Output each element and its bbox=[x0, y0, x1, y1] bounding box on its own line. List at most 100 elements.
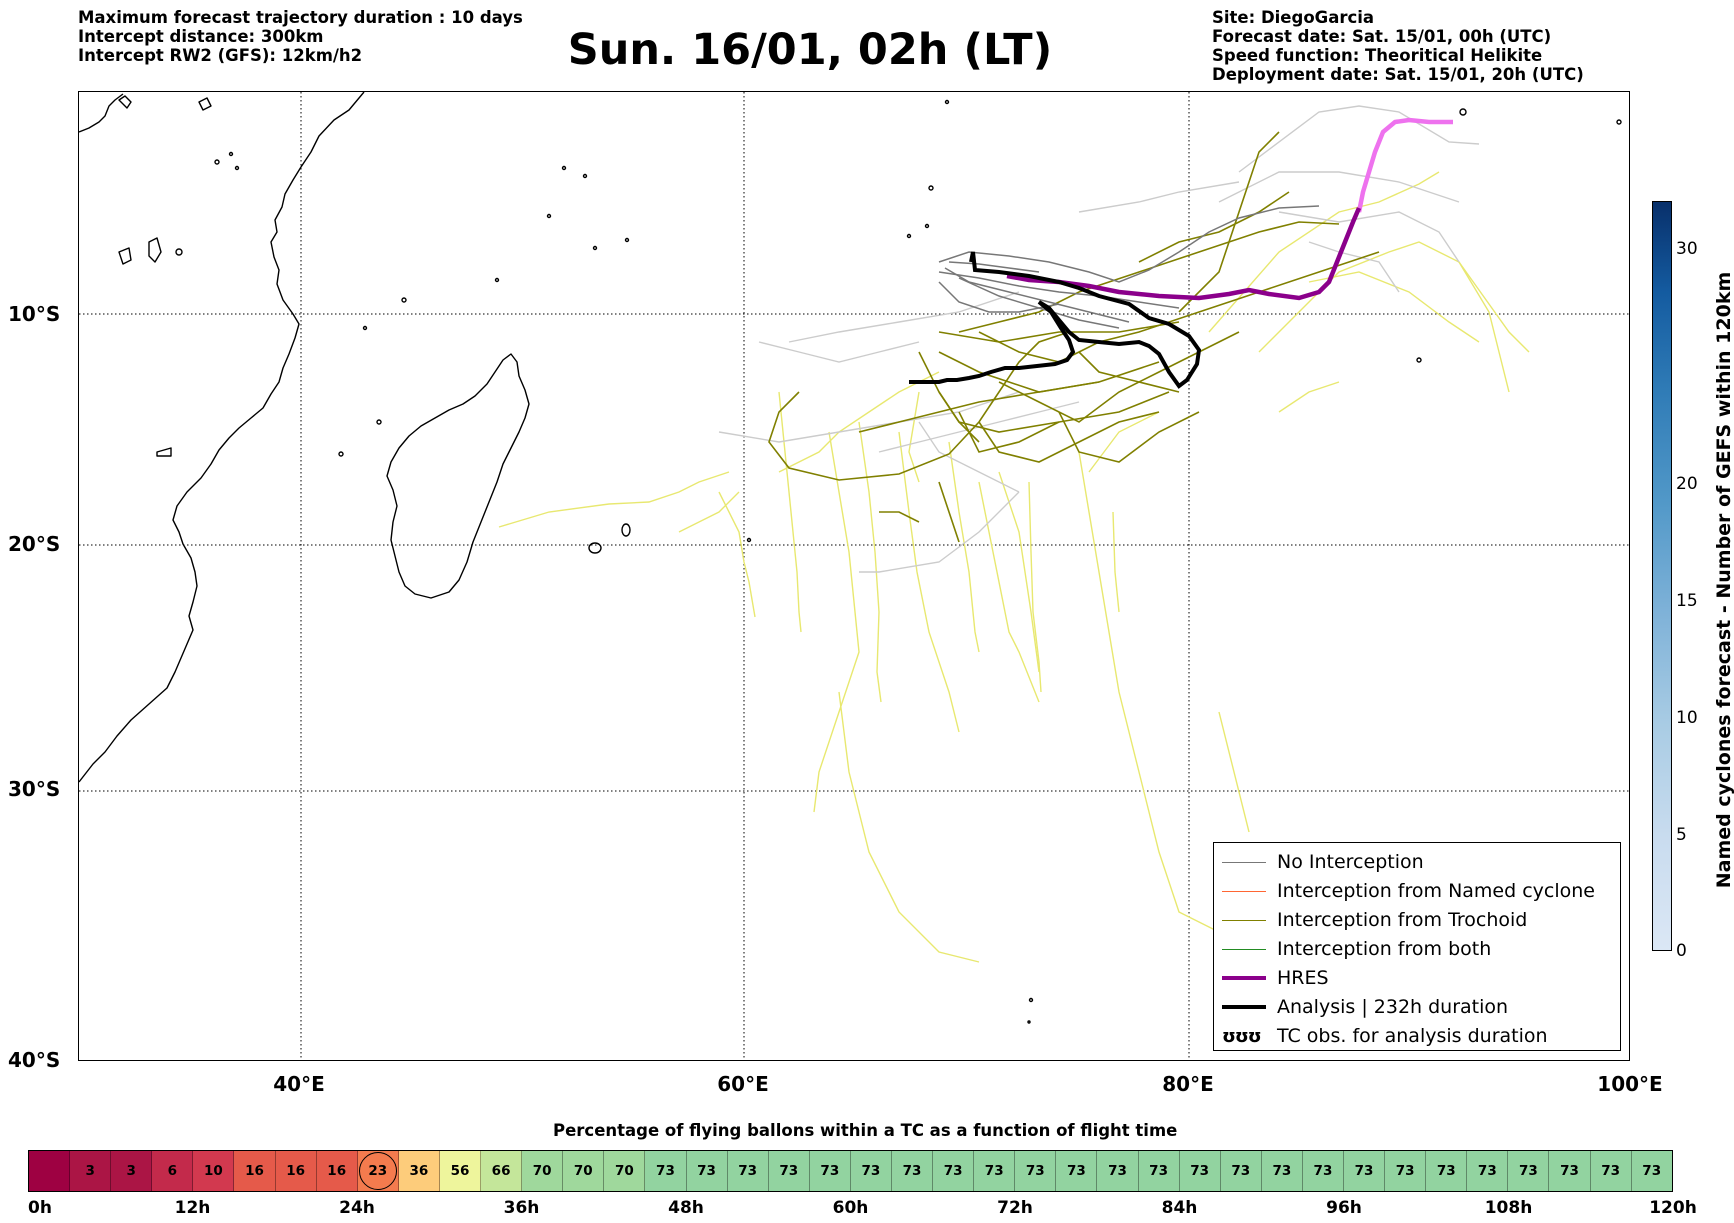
percentage-cell: 70 bbox=[522, 1151, 564, 1191]
legend-line-trochoid bbox=[1222, 919, 1266, 921]
percentage-value: 3 bbox=[85, 1163, 95, 1179]
percentage-value: 73 bbox=[697, 1163, 716, 1179]
percentage-cell: 73 bbox=[1426, 1151, 1468, 1191]
percentage-value: 70 bbox=[573, 1163, 593, 1179]
percentage-value: 73 bbox=[1642, 1163, 1662, 1179]
percentage-cell: 56 bbox=[439, 1151, 482, 1191]
colorbar-tick: 20 bbox=[1676, 474, 1698, 494]
colorbar-label: Named cyclones forecast - Number of GEFS… bbox=[1713, 271, 1734, 889]
percentage-value: 73 bbox=[1395, 1163, 1415, 1179]
percentage-cell: 73 bbox=[1508, 1151, 1550, 1191]
time-tick-label: 0h bbox=[28, 1198, 52, 1218]
lon-label-60e: 60°E bbox=[717, 1072, 769, 1096]
site-text: Site: DiegoGarcia bbox=[1212, 8, 1375, 27]
percentage-value: 73 bbox=[902, 1163, 922, 1179]
percentage-value: 73 bbox=[1149, 1163, 1168, 1179]
percentage-cell: 73 bbox=[1179, 1151, 1221, 1191]
percentage-value: 73 bbox=[779, 1163, 799, 1179]
percentage-value: 73 bbox=[1519, 1163, 1538, 1179]
time-tick-label: 60h bbox=[832, 1198, 869, 1218]
percentage-value: 73 bbox=[1601, 1163, 1620, 1179]
speed-function-text: Speed function: Theoritical Helikite bbox=[1212, 46, 1543, 65]
legend-no-interception: No Interception bbox=[1222, 849, 1424, 875]
intercept-distance-text: Intercept distance: 300km bbox=[78, 27, 324, 46]
percentage-value: 36 bbox=[409, 1163, 429, 1179]
percentage-cell: 73 bbox=[933, 1151, 975, 1191]
time-tick-label: 48h bbox=[668, 1198, 704, 1218]
deployment-date-text: Deployment date: Sat. 15/01, 20h (UTC) bbox=[1212, 65, 1584, 84]
legend-line-hres bbox=[1222, 976, 1266, 980]
percentage-value: 73 bbox=[1354, 1163, 1374, 1179]
colorbar-tick: 10 bbox=[1676, 708, 1698, 728]
gefs-colorbar bbox=[1652, 201, 1672, 951]
max-duration-text: Maximum forecast trajectory duration : 1… bbox=[78, 8, 523, 27]
percentage-cell: 73 bbox=[1261, 1151, 1303, 1191]
percentage-cell: 73 bbox=[727, 1151, 769, 1191]
percentage-cell: 73 bbox=[1385, 1151, 1427, 1191]
percentage-cell: 70 bbox=[604, 1151, 646, 1191]
percentage-cell: 16 bbox=[234, 1151, 276, 1191]
percentage-cell: 73 bbox=[1015, 1151, 1057, 1191]
time-tick-label: 84h bbox=[1161, 1198, 1198, 1218]
percentage-value: 73 bbox=[1190, 1163, 1210, 1179]
percentage-value: 70 bbox=[532, 1163, 552, 1179]
header-left-info: Maximum forecast trajectory duration : 1… bbox=[78, 8, 523, 65]
header-right-info: Site: DiegoGarcia Forecast date: Sat. 15… bbox=[1212, 8, 1584, 84]
percentage-cell: 73 bbox=[891, 1151, 934, 1191]
percentage-cell bbox=[29, 1151, 71, 1191]
percentage-cell: 73 bbox=[1467, 1151, 1509, 1191]
percentage-value: 16 bbox=[245, 1163, 264, 1179]
time-tick-label: 120h bbox=[1649, 1198, 1697, 1218]
percentage-value: 10 bbox=[204, 1163, 223, 1179]
percentage-cell: 73 bbox=[1344, 1151, 1386, 1191]
percentage-value: 3 bbox=[126, 1163, 136, 1179]
percentage-cell: 16 bbox=[316, 1151, 358, 1191]
percentage-cell: 73 bbox=[645, 1151, 687, 1191]
trajectories-no-interception-light bbox=[718, 105, 1480, 573]
percentage-cell: 36 bbox=[398, 1151, 440, 1191]
percentage-value: 73 bbox=[1066, 1163, 1086, 1179]
small-island-2 bbox=[198, 97, 212, 111]
intercept-rw2-text: Intercept RW2 (GFS): 12km/h2 bbox=[78, 46, 363, 65]
legend-label: TC obs. for analysis duration bbox=[1277, 1025, 1548, 1047]
percentage-value: 73 bbox=[738, 1163, 758, 1179]
percentage-cell: 23 bbox=[357, 1151, 399, 1191]
legend-label: HRES bbox=[1277, 967, 1329, 989]
legend-line-no-interception bbox=[1222, 861, 1266, 863]
zanzibar bbox=[148, 237, 162, 263]
percentage-cell: 3 bbox=[70, 1151, 112, 1191]
percentage-value: 56 bbox=[450, 1163, 470, 1179]
legend-named-cyclone: Interception from Named cyclone bbox=[1222, 878, 1595, 904]
lat-label-40s: 40°S bbox=[8, 1048, 61, 1072]
percentage-cell: 73 bbox=[1302, 1151, 1344, 1191]
percentage-cell: 10 bbox=[193, 1151, 235, 1191]
forecast-date-text: Forecast date: Sat. 15/01, 00h (UTC) bbox=[1212, 27, 1552, 46]
colorbar-tick: 30 bbox=[1676, 239, 1698, 259]
percentage-value: 16 bbox=[286, 1163, 305, 1179]
legend-label: Interception from Named cyclone bbox=[1277, 880, 1595, 902]
percentage-cell: 6 bbox=[152, 1151, 194, 1191]
percentage-value: 70 bbox=[614, 1163, 634, 1179]
legend-hres: HRES bbox=[1222, 965, 1329, 991]
percentage-bar-title: Percentage of flying ballons within a TC… bbox=[553, 1121, 1178, 1140]
lon-label-40e: 40°E bbox=[273, 1072, 325, 1096]
madagascar-coastline bbox=[386, 353, 530, 599]
percentage-value: 73 bbox=[656, 1163, 675, 1179]
percentage-value: 73 bbox=[1560, 1163, 1579, 1179]
time-tick-label: 12h bbox=[174, 1198, 211, 1218]
coastlines bbox=[79, 92, 1622, 1024]
legend-label: Interception from Trochoid bbox=[1277, 909, 1528, 931]
horn-coastline bbox=[79, 93, 124, 133]
percentage-value: 73 bbox=[943, 1163, 963, 1179]
percentage-cell: 73 bbox=[1549, 1151, 1591, 1191]
hres-track bbox=[1006, 207, 1362, 301]
legend-line-named-cyclone bbox=[1222, 890, 1266, 892]
percentage-value: 73 bbox=[1025, 1163, 1045, 1179]
legend-tc-obs: ʊʊʊ TC obs. for analysis duration bbox=[1222, 1023, 1548, 1049]
time-tick-label: 108h bbox=[1484, 1198, 1533, 1218]
percentage-cell: 66 bbox=[481, 1151, 523, 1191]
percentage-value: 73 bbox=[1436, 1163, 1456, 1179]
small-island-1 bbox=[118, 95, 132, 109]
legend-analysis: Analysis | 232h duration bbox=[1222, 994, 1508, 1020]
legend-line-both bbox=[1222, 948, 1266, 950]
